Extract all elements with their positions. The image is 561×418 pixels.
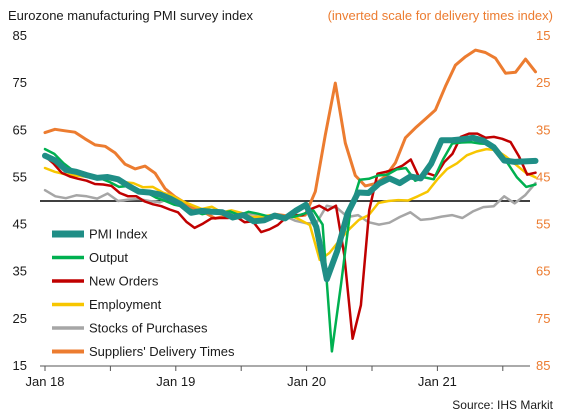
right-tick-label: 15: [536, 28, 550, 43]
series-line-stocks-of-purchases: [43, 181, 537, 226]
series-line-employment: [43, 147, 537, 262]
x-axis: Jan 18 Jan 19 Jan 20 Jan 21: [25, 365, 530, 389]
left-tick-label: 35: [13, 264, 27, 279]
legend-label: New Orders: [89, 274, 159, 289]
left-tick-label: 65: [13, 122, 27, 137]
legend-label: Suppliers' Delivery Times: [89, 344, 235, 359]
right-tick-label: 55: [536, 217, 550, 232]
left-tick-label: 25: [13, 311, 27, 326]
x-tick-label: Jan 18: [25, 374, 64, 389]
x-tick-label: Jan 21: [418, 374, 457, 389]
right-tick-label: 65: [536, 264, 550, 279]
series-line-pmi-index: [42, 134, 539, 283]
legend-label: Output: [89, 250, 128, 265]
source-note: Source: IHS Markit: [452, 398, 553, 412]
legend-label: Employment: [89, 297, 162, 312]
chart-title: Eurozone manufacturing PMI survey index: [8, 8, 253, 23]
left-tick-label: 85: [13, 28, 27, 43]
left-tick-label: 55: [13, 169, 27, 184]
right-tick-label: 85: [536, 358, 550, 373]
right-tick-label: 35: [536, 122, 550, 137]
x-tick-label: Jan 20: [287, 374, 326, 389]
right-tick-label: 45: [536, 169, 550, 184]
right-tick-label: 25: [536, 75, 550, 90]
legend: PMI Index Output New Orders Employment Stock…: [52, 227, 235, 359]
right-axis-title: (inverted scale for delivery times index…: [328, 8, 553, 23]
right-tick-label: 75: [536, 311, 550, 326]
x-tick-label: Jan 19: [156, 374, 195, 389]
left-tick-label: 15: [13, 358, 27, 373]
series-layer: [42, 48, 539, 353]
left-tick-label: 45: [13, 217, 27, 232]
left-tick-label: 75: [13, 75, 27, 90]
right-axis-ticks: 15 25 35 45 55 65 75 85: [536, 28, 550, 373]
legend-label: Stocks of Purchases: [89, 321, 208, 336]
legend-label: PMI Index: [89, 227, 148, 242]
left-axis-ticks: 85 75 65 55 45 35 25 15: [13, 28, 27, 373]
